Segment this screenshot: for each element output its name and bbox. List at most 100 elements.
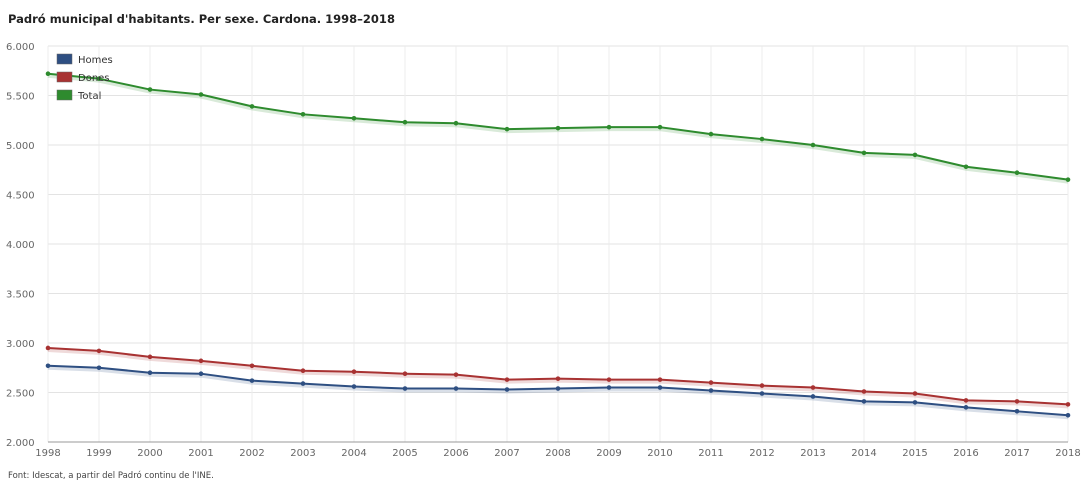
x-tick-label: 2013 [800,448,825,459]
data-point-total[interactable] [759,136,765,142]
chart-title: Padró municipal d'habitants. Per sexe. C… [8,12,395,26]
data-point-total[interactable] [606,124,612,130]
data-point-dones[interactable] [402,371,408,376]
y-tick-label: 2.500 [6,389,35,400]
data-point-homes[interactable] [351,384,357,389]
data-point-total[interactable] [963,164,969,170]
data-point-homes[interactable] [45,363,51,369]
data-point-homes[interactable] [555,386,561,391]
data-point-total[interactable] [657,124,663,130]
legend-swatch-total[interactable] [56,89,73,101]
data-point-dones[interactable] [45,345,51,351]
x-tick-label: 2012 [749,448,774,459]
data-point-dones[interactable] [810,385,816,390]
x-tick-label: 2004 [341,448,366,459]
data-point-total[interactable] [198,92,204,97]
data-point-dones[interactable] [249,363,255,369]
x-tick-label: 1999 [86,448,111,459]
data-point-homes[interactable] [504,387,510,392]
legend-label-dones[interactable]: Dones [78,73,110,84]
y-tick-label: 4.500 [6,191,35,202]
y-tick-label: 4.000 [6,240,35,251]
data-point-homes[interactable] [606,385,612,390]
data-point-total[interactable] [555,125,561,131]
data-point-dones[interactable] [555,376,561,381]
data-point-total[interactable] [453,120,459,126]
data-point-homes[interactable] [1065,412,1071,418]
data-point-homes[interactable] [1014,409,1020,414]
x-tick-label: 2005 [392,448,417,459]
data-point-dones[interactable] [708,380,714,385]
data-point-homes[interactable] [810,394,816,399]
legend-swatch-homes[interactable] [56,53,73,65]
legend-swatch-dones[interactable] [56,71,73,83]
data-point-dones[interactable] [1065,402,1071,407]
data-point-dones[interactable] [504,377,510,382]
y-tick-label: 6.000 [6,42,35,53]
x-tick-label: 2017 [1004,448,1029,459]
data-point-total[interactable] [45,71,51,77]
data-point-dones[interactable] [198,358,204,364]
data-point-dones[interactable] [351,369,357,375]
data-point-total[interactable] [249,104,255,109]
x-tick-label: 2003 [290,448,315,459]
data-point-dones[interactable] [861,389,867,394]
data-point-total[interactable] [402,119,408,125]
legend: Homes Dones Total [56,53,113,102]
data-point-total[interactable] [351,115,357,121]
x-tick-label: 2007 [494,448,519,459]
data-point-total[interactable] [504,126,510,132]
data-point-homes[interactable] [708,388,714,393]
data-point-homes[interactable] [96,365,102,371]
x-tick-label: 2009 [596,448,621,459]
data-point-total[interactable] [708,131,714,137]
y-tick-label: 5.500 [6,92,35,103]
data-point-total[interactable] [96,76,102,81]
data-point-homes[interactable] [657,385,663,390]
data-point-dones[interactable] [300,368,306,374]
data-point-total[interactable] [147,87,153,92]
data-point-dones[interactable] [1014,399,1020,404]
data-point-dones[interactable] [96,348,102,354]
grid-lines [47,45,1069,443]
data-point-total[interactable] [1065,177,1071,182]
data-point-homes[interactable] [861,399,867,404]
y-axis: 2.000 2.500 3.000 3.500 4.000 4.500 5.000 5.500… [6,42,35,449]
data-point-dones[interactable] [759,383,765,388]
data-point-homes[interactable] [249,378,255,383]
x-tick-label: 2001 [188,448,213,459]
data-point-total[interactable] [861,150,867,156]
data-point-total[interactable] [300,112,306,117]
data-point-homes[interactable] [453,386,459,391]
data-point-dones[interactable] [606,377,612,382]
legend-label-homes[interactable]: Homes [78,55,113,66]
data-point-total[interactable] [1014,170,1020,176]
legend-label-total[interactable]: Total [77,91,101,102]
x-tick-label: 2018 [1055,448,1080,459]
data-point-dones[interactable] [963,398,969,403]
data-point-dones[interactable] [147,354,153,360]
data-point-homes[interactable] [912,400,918,405]
data-point-homes[interactable] [963,405,969,410]
data-point-dones[interactable] [453,372,459,377]
x-tick-label: 2002 [239,448,264,459]
data-point-homes[interactable] [198,371,204,376]
data-point-homes[interactable] [147,370,153,376]
x-tick-label: 2011 [698,448,723,459]
data-point-homes[interactable] [300,381,306,386]
data-point-dones[interactable] [657,377,663,382]
data-point-total[interactable] [810,142,816,148]
x-tick-label: 2016 [953,448,978,459]
data-point-total[interactable] [912,152,918,158]
x-tick-label: 2014 [851,448,876,459]
y-tick-label: 2.000 [6,438,35,449]
data-point-homes[interactable] [759,391,765,396]
y-tick-label: 5.000 [6,141,35,152]
x-tick-label: 2010 [647,448,672,459]
data-point-dones[interactable] [912,391,918,396]
data-point-homes[interactable] [402,386,408,391]
x-tick-label: 1998 [35,448,60,459]
x-axis: 1998 1999 2000 2001 2002 2003 2004 2005 2006 2007… [35,441,1081,459]
x-tick-label: 2015 [902,448,927,459]
